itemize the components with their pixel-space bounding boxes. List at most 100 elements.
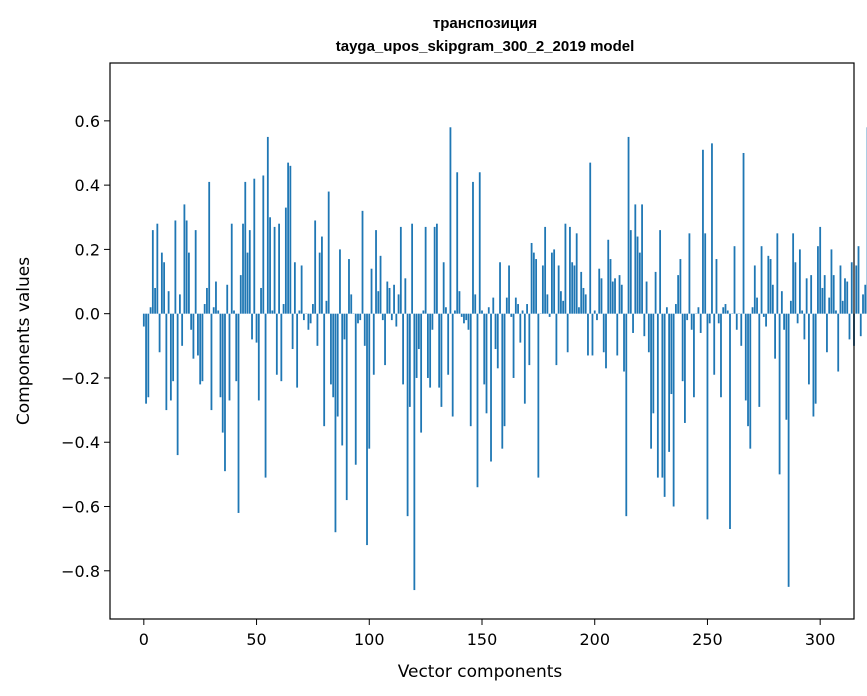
bar xyxy=(600,278,603,314)
bar xyxy=(350,294,353,314)
bar xyxy=(257,313,260,401)
bar xyxy=(771,284,774,314)
bar xyxy=(711,143,713,314)
bar xyxy=(194,230,197,314)
bar xyxy=(327,191,330,314)
bar xyxy=(569,226,571,314)
bar xyxy=(287,162,290,314)
bar xyxy=(830,249,833,314)
bar xyxy=(399,226,402,314)
bar xyxy=(449,127,452,314)
bar xyxy=(217,310,220,314)
bar xyxy=(591,313,594,356)
bar xyxy=(417,313,420,350)
bar xyxy=(780,291,783,314)
bar xyxy=(147,313,150,398)
x-tick-label: 250 xyxy=(692,630,723,649)
bar xyxy=(206,287,208,314)
bar xyxy=(406,313,409,517)
bar xyxy=(722,307,725,314)
bar xyxy=(798,249,801,314)
bar xyxy=(835,310,837,314)
bar xyxy=(857,246,860,314)
bar xyxy=(510,313,513,317)
bar xyxy=(481,310,483,314)
bar xyxy=(625,313,628,517)
bar xyxy=(370,268,373,314)
bar xyxy=(442,262,445,314)
bar xyxy=(499,262,501,314)
bar xyxy=(230,223,233,314)
bar xyxy=(578,307,580,314)
bar xyxy=(812,313,815,417)
bar xyxy=(208,181,211,314)
bar xyxy=(262,175,265,314)
bar xyxy=(767,255,770,314)
bar xyxy=(785,313,788,420)
bar xyxy=(266,136,269,314)
bar xyxy=(472,181,474,314)
bar xyxy=(792,233,795,314)
bar xyxy=(167,291,170,314)
bar xyxy=(573,265,576,314)
bar xyxy=(589,162,592,314)
bar xyxy=(160,252,163,314)
bar xyxy=(465,313,468,321)
bar xyxy=(255,313,258,343)
bar xyxy=(598,268,601,314)
bar xyxy=(226,284,229,314)
bar xyxy=(846,281,849,314)
bar xyxy=(717,313,720,324)
bar xyxy=(605,313,607,369)
bar xyxy=(832,275,835,314)
bar xyxy=(864,284,867,314)
plot-frame xyxy=(109,62,855,620)
bar xyxy=(494,313,497,350)
bar xyxy=(496,313,499,369)
bar xyxy=(372,313,375,375)
bar xyxy=(611,281,614,314)
bar xyxy=(819,226,822,314)
bar xyxy=(248,230,251,314)
bar xyxy=(172,313,175,382)
bar xyxy=(390,313,393,321)
bar xyxy=(411,223,414,314)
bar xyxy=(221,313,224,433)
bar xyxy=(253,178,256,314)
bar xyxy=(273,226,276,314)
bar xyxy=(343,313,346,340)
bar xyxy=(638,252,641,314)
bar xyxy=(185,220,188,314)
bar xyxy=(348,259,350,314)
x-tick-label: 0 xyxy=(139,630,149,649)
bar xyxy=(668,313,671,452)
bar xyxy=(508,265,510,314)
bar xyxy=(850,262,853,314)
bar xyxy=(783,313,786,330)
bar xyxy=(501,313,504,449)
bar xyxy=(803,313,806,340)
bar xyxy=(690,313,693,330)
bar xyxy=(307,313,310,330)
bar xyxy=(278,223,280,314)
bar xyxy=(580,271,583,314)
bar xyxy=(607,239,610,314)
bar xyxy=(794,262,797,314)
y-tick-label: −0.4 xyxy=(61,433,100,452)
bar xyxy=(817,246,819,314)
y-tick-label: −0.2 xyxy=(61,369,100,388)
bar xyxy=(492,297,495,314)
x-tick-label: 200 xyxy=(579,630,610,649)
bar xyxy=(188,252,190,314)
bar xyxy=(708,313,711,324)
bar xyxy=(314,220,317,314)
x-tick-label: 100 xyxy=(354,630,385,649)
bar xyxy=(476,313,479,488)
bar xyxy=(354,313,357,465)
bar xyxy=(634,204,637,314)
bar xyxy=(528,313,531,366)
bar xyxy=(550,252,553,314)
bar xyxy=(544,226,547,314)
bar xyxy=(715,259,718,314)
bar xyxy=(332,313,335,398)
